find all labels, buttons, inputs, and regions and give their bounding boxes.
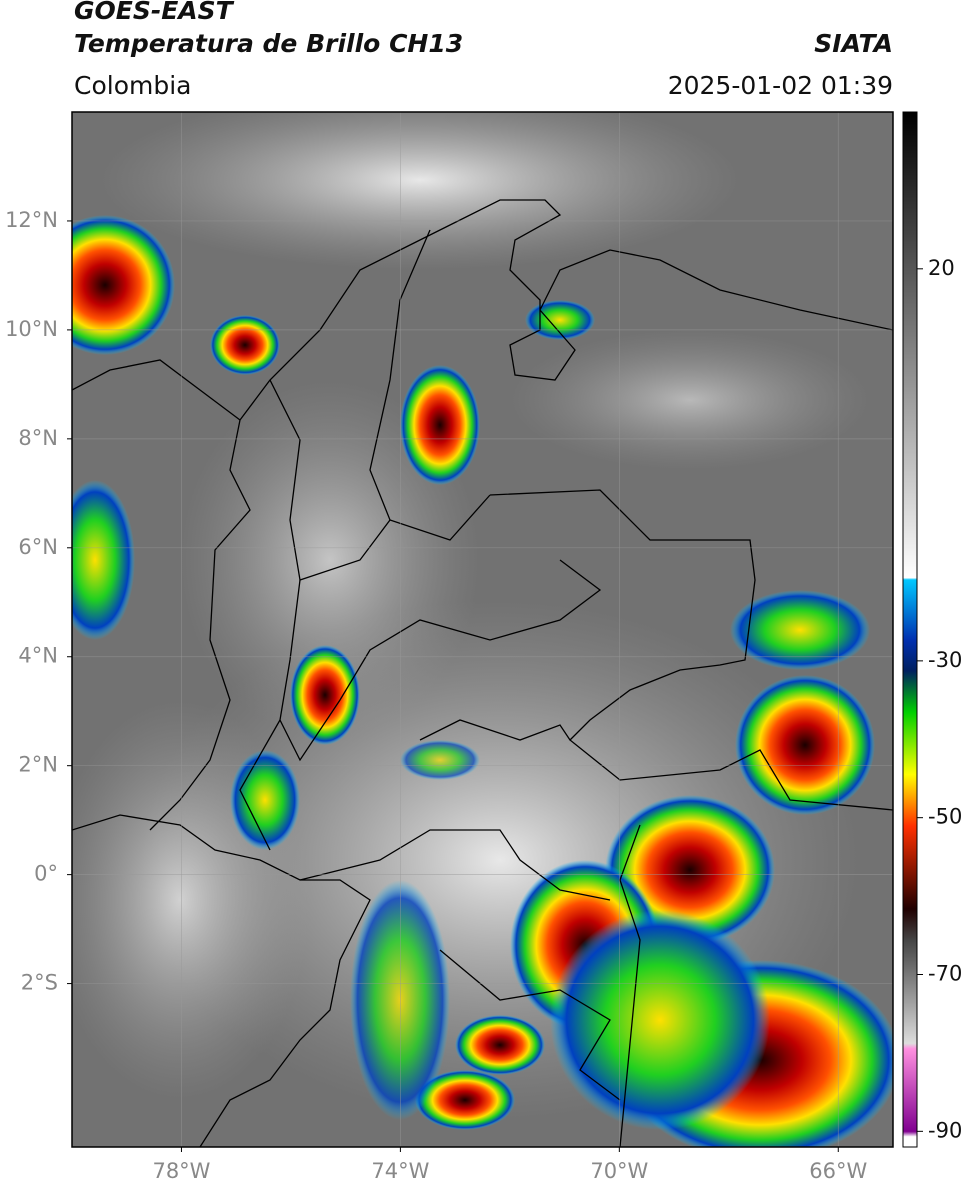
title: GOES-EAST xyxy=(74,0,235,25)
lat-tick-label: 2°N xyxy=(18,753,58,777)
lat-tick-label: 6°N xyxy=(18,535,58,559)
lon-tick-label: 66°W xyxy=(809,1159,867,1183)
lat-tick-label: 2°S xyxy=(21,971,58,995)
region: Colombia xyxy=(74,71,191,100)
map-frame xyxy=(71,111,894,1148)
lon-tick-label: 70°W xyxy=(590,1159,648,1183)
subtitle: Temperatura de Brillo CH13 xyxy=(74,29,463,58)
source: SIATA xyxy=(814,29,893,58)
lon-tick-label: 78°W xyxy=(152,1159,210,1183)
colorbar-tick-label: -50 xyxy=(928,805,962,829)
colorbar-tick-label: -90 xyxy=(928,1118,962,1142)
datetime: 2025-01-02 01:39 xyxy=(668,71,893,100)
colorbar xyxy=(902,111,918,1148)
imagery xyxy=(72,112,893,1147)
lat-tick-label: 10°N xyxy=(5,317,58,341)
lat-tick-label: 0° xyxy=(34,862,58,886)
graticule xyxy=(72,112,893,1147)
lat-tick-label: 8°N xyxy=(18,426,58,450)
colorbar-tick-label: 20 xyxy=(928,256,955,280)
colorbar-tick-label: -70 xyxy=(928,962,962,986)
colorbar-tick-label: -30 xyxy=(928,648,962,672)
lon-tick-label: 74°W xyxy=(371,1159,429,1183)
lat-tick-label: 4°N xyxy=(18,644,58,668)
lat-tick-label: 12°N xyxy=(5,208,58,232)
